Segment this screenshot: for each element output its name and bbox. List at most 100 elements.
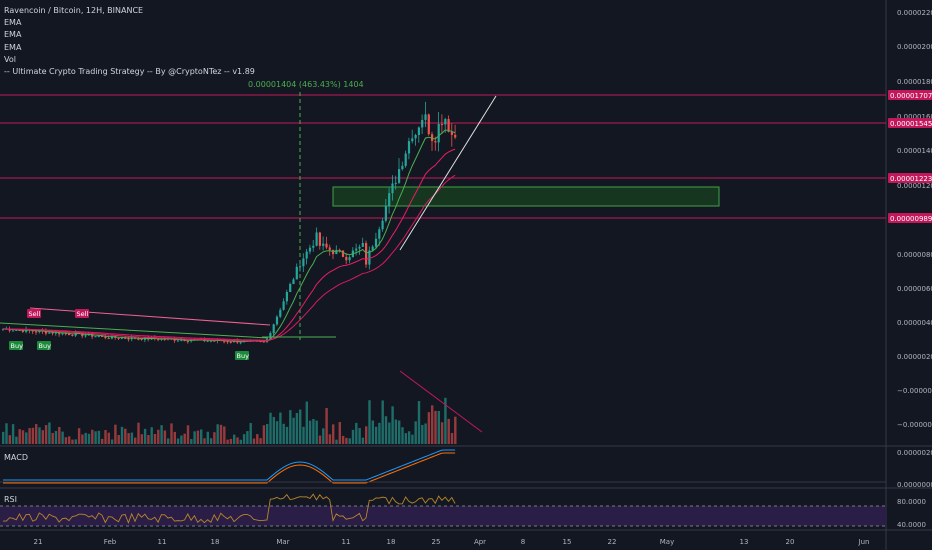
volume-bar [104, 430, 107, 444]
candle-body [272, 324, 275, 334]
volume-bar [71, 439, 74, 444]
macd-label: MACD [4, 453, 28, 462]
candle-body [157, 339, 160, 341]
volume-bar [183, 433, 186, 444]
price-axis-label: 0.00000200 [897, 449, 932, 457]
volume-bar [302, 426, 305, 444]
volume-bar [15, 436, 18, 444]
signal-badge [75, 309, 89, 318]
volume-bar [246, 431, 249, 444]
volume-bar [252, 438, 256, 444]
time-axis-label: 20 [786, 538, 795, 546]
volume-bar [74, 439, 77, 444]
volume-bar [157, 429, 160, 444]
candle-body [2, 328, 5, 330]
candle-body [18, 330, 21, 332]
candle-body [190, 340, 193, 342]
volume-bar [384, 416, 388, 444]
time-axis-label: Jun [858, 538, 870, 546]
candle-body [110, 336, 114, 339]
price-axis-label: 0.00000200 [897, 353, 932, 361]
candle-body [180, 339, 183, 341]
volume-bar [424, 423, 427, 444]
candle-body [381, 220, 384, 230]
candle-body [206, 340, 209, 342]
volume-bar [173, 431, 176, 444]
candle-body [176, 340, 180, 342]
volume-bar [427, 412, 431, 444]
legend-strategy: -- Ultimate Crypto Trading Strategy -- B… [4, 67, 255, 77]
time-axis-label: 21 [34, 538, 43, 546]
candle-body [15, 330, 18, 332]
level-tag [888, 90, 932, 100]
volume-bar [368, 400, 371, 444]
candle-body [322, 243, 325, 246]
volume-bar [421, 424, 424, 444]
ema-fast-line [2, 129, 456, 343]
volume-bar [434, 410, 437, 444]
volume-bar [394, 419, 398, 444]
candle-body [315, 232, 318, 246]
signal-sell: Sell [75, 309, 89, 318]
volume-bar [305, 401, 308, 444]
rsi-label: RSI [4, 495, 17, 504]
volume-bar [325, 407, 328, 444]
price-axis-label: 0.00001600 [897, 113, 932, 121]
volume-bar [8, 435, 11, 444]
volume-bar [87, 433, 91, 444]
candle-body [424, 114, 427, 120]
price-axis-label: 0.00001200 [897, 182, 932, 190]
volume-bar [381, 400, 384, 444]
candle-body [226, 341, 229, 343]
candle-body [107, 338, 110, 340]
volume-bar [282, 423, 285, 444]
candle-body [444, 119, 447, 125]
candle-body [338, 249, 341, 251]
time-axis-label: 8 [521, 538, 525, 546]
volume-bar [219, 424, 223, 444]
volume-bar [374, 426, 378, 444]
volume-bar [355, 422, 358, 444]
signal-label: Sell [29, 310, 41, 318]
candle-body [295, 266, 298, 280]
candle-body [71, 334, 74, 336]
price-axis-label: 0.00000600 [897, 285, 932, 293]
candle-body [137, 338, 140, 340]
signal-label: Sell [77, 310, 89, 318]
candle-body [414, 135, 417, 139]
volume-bar [41, 430, 44, 444]
candle-body [140, 338, 143, 340]
volume-bar [31, 427, 35, 444]
candle-body [25, 329, 28, 332]
volume-bar [338, 422, 341, 444]
volume-bar [134, 437, 137, 444]
volume-bar [18, 429, 21, 444]
candle-body [305, 251, 308, 259]
price-axis-label: 0.00000800 [897, 251, 932, 259]
candle-body [368, 250, 371, 265]
candle-body [450, 131, 453, 135]
price-axis-label: 0.00001400 [897, 147, 932, 155]
volume-bar [124, 428, 127, 444]
volume-bar [97, 430, 101, 444]
time-axis-label: Apr [474, 538, 486, 546]
candle-body [11, 330, 15, 332]
volume-bar [414, 421, 417, 444]
candle-body [447, 119, 450, 132]
volume-bar [110, 439, 114, 444]
volume-bar [229, 438, 233, 444]
volume-bar [398, 420, 401, 444]
volume-bar [51, 432, 54, 444]
volume-bar [401, 427, 404, 444]
candle-body [101, 336, 104, 338]
candle-body [325, 243, 328, 248]
volume-bar [200, 429, 203, 444]
volume-bar [275, 421, 279, 444]
volume-bar [440, 422, 444, 444]
measure-annotation: 0.00001404 (463.43%) 1404 [248, 80, 364, 89]
volume-bar [147, 435, 150, 444]
volume-bar [431, 405, 434, 444]
ema-mid-line [2, 148, 456, 342]
level-tag-label: 0.00001545 [890, 120, 932, 128]
